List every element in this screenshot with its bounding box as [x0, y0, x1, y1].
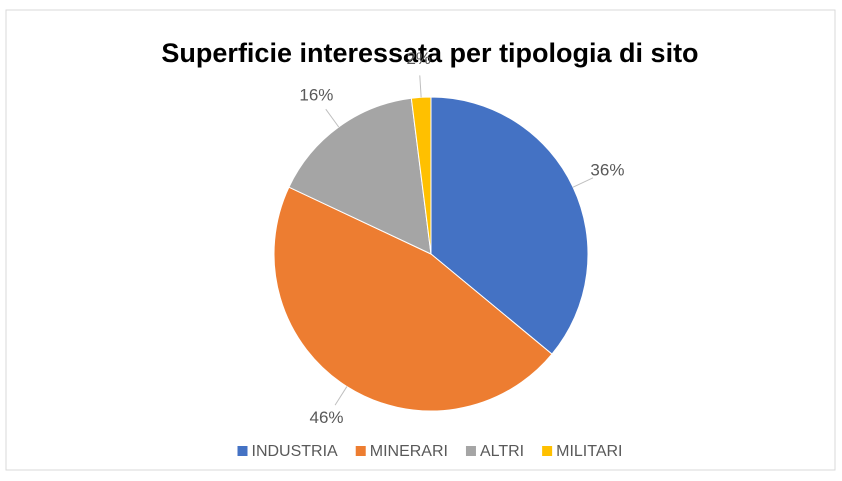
legend-label: ALTRI [480, 443, 524, 460]
legend-swatch [237, 446, 248, 456]
data-label: 46% [309, 408, 343, 427]
data-label: 2% [406, 49, 431, 68]
data-label: 36% [590, 160, 624, 179]
legend-swatch [355, 446, 366, 456]
pie-slice [410, 96, 432, 255]
legend-swatch [465, 446, 476, 456]
leader-line [325, 108, 340, 128]
chart-title: Superficie interessata per tipologia di … [161, 38, 698, 68]
legend-label: MINERARI [370, 443, 448, 460]
leader-line [419, 75, 422, 98]
leader-line [572, 177, 594, 188]
legend-swatch [542, 446, 553, 456]
legend-label: MILITARI [556, 443, 622, 460]
leader-line [334, 386, 348, 406]
pie-slice [430, 96, 589, 355]
data-label: 16% [299, 86, 333, 105]
pie-slice [288, 97, 432, 255]
legend-label: INDUSTRIA [252, 443, 339, 460]
